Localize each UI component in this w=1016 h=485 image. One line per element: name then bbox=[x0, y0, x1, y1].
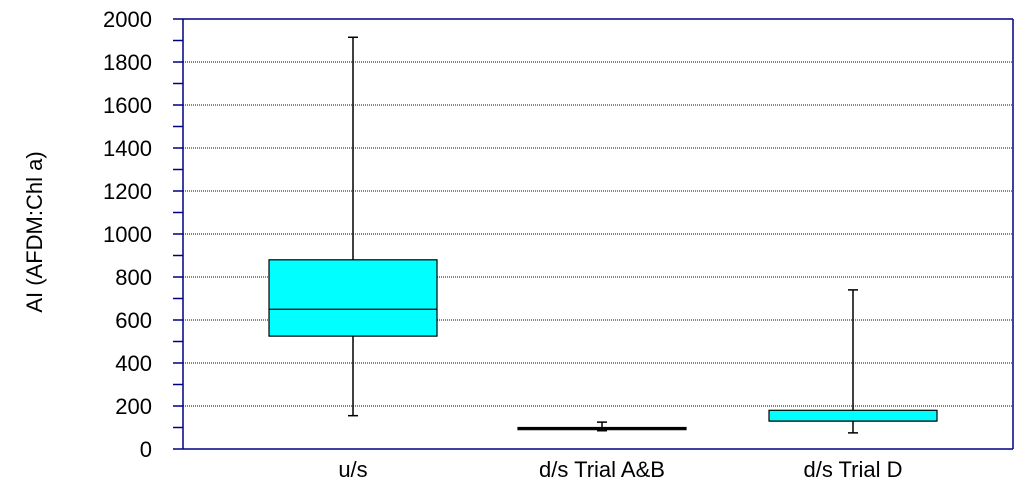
y-axis-title: AI (AFDM:Chl a) bbox=[22, 151, 47, 312]
x-tick-label-1: d/s Trial A&B bbox=[539, 457, 665, 482]
y-tick-label-1400: 1400 bbox=[103, 136, 152, 161]
y-tick-label-1200: 1200 bbox=[103, 179, 152, 204]
axes bbox=[173, 18, 1014, 450]
x-tick-label-2: d/s Trial D bbox=[803, 457, 902, 482]
tick-labels: 0 200 400 600 800 1000 1200 1400 1600 1800 2000 u/s… bbox=[103, 7, 902, 482]
y-tick-label-1000: 1000 bbox=[103, 222, 152, 247]
box-0-iqr bbox=[268, 259, 438, 337]
box-2-iqr bbox=[768, 409, 938, 422]
y-tick-label-400: 400 bbox=[115, 351, 152, 376]
y-tick-label-200: 200 bbox=[115, 394, 152, 419]
boxes bbox=[268, 36, 938, 434]
y-tick-label-2000: 2000 bbox=[103, 7, 152, 32]
gridlines bbox=[183, 18, 1013, 407]
y-tick-label-1600: 1600 bbox=[103, 93, 152, 118]
y-tick-label-1800: 1800 bbox=[103, 50, 152, 75]
y-tick-label-0: 0 bbox=[140, 437, 152, 462]
y-tick-label-600: 600 bbox=[115, 308, 152, 333]
x-tick-label-0: u/s bbox=[338, 457, 367, 482]
y-tick-label-800: 800 bbox=[115, 265, 152, 290]
